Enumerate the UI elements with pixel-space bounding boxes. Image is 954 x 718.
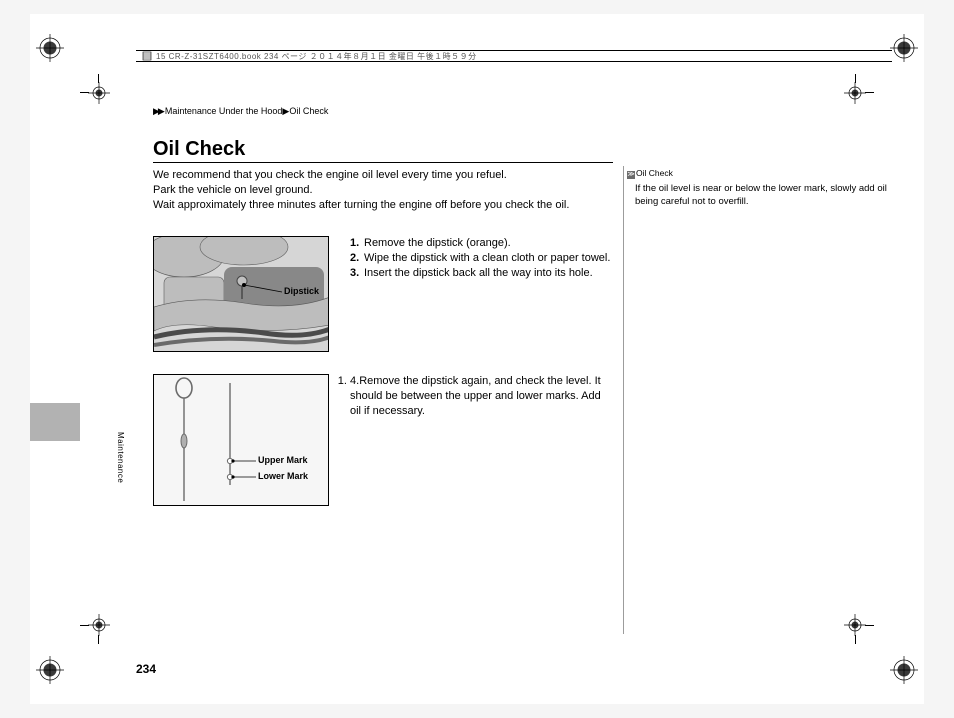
crop-line [865,92,874,93]
document-page: 15 CR-Z-31SZT6400.book 234 ページ ２０１４年８月１日… [30,14,924,704]
section-label-vertical: Maintenance [116,432,125,483]
breadcrumb-sep-icon: ▶ [282,106,287,116]
header-meta-bar: 15 CR-Z-31SZT6400.book 234 ページ ２０１４年８月１日… [136,50,892,62]
step-text: Insert the dipstick back all the way int… [364,267,593,279]
figure-label-dipstick: Dipstick [284,286,319,296]
crop-line [855,635,856,644]
book-icon [142,51,152,61]
figure-engine-bay: Dipstick [153,236,329,352]
title-rule [153,162,613,163]
figure-label-upper-mark: Upper Mark [258,455,308,465]
intro-line-3: Wait approximately three minutes after t… [153,198,613,213]
sidebar-title: ≫Oil Check [627,168,673,179]
step-list-b: 4.Remove the dipstick again, and check t… [350,374,612,419]
step-number: 4. [350,375,359,387]
sidebar-rule [623,166,624,634]
page-number: 234 [136,662,156,676]
step-number: 2. [350,251,359,266]
crop-line [865,625,874,626]
step-list-a: 1. Remove the dipstick (orange). 2. Wipe t… [350,236,612,281]
breadcrumb: ▶▶Maintenance Under the Hood▶Oil Check [153,106,328,117]
breadcrumb-path-1: Maintenance Under the Hood [165,106,283,116]
figure-label-lower-mark: Lower Mark [258,471,308,481]
crop-mark-bl [88,614,110,636]
header-meta-text: 15 CR-Z-31SZT6400.book 234 ページ ２０１４年８月１日… [156,51,477,62]
step-text: Wipe the dipstick with a clean cloth or … [364,252,610,264]
reg-mark-bl [36,656,64,684]
breadcrumb-arrow-icon: ▶▶ [153,106,163,116]
step-text: Remove the dipstick (orange). [364,237,511,249]
step-3: 3. Insert the dipstick back all the way i… [350,266,612,281]
sidebar-chip-icon: ≫ [627,171,635,179]
step-text: Remove the dipstick again, and check the… [350,375,601,417]
intro-line-1: We recommend that you check the engine o… [153,168,613,183]
step-number: 1. [350,236,359,251]
reg-mark-tr [890,34,918,62]
reg-mark-br [890,656,918,684]
page-title: Oil Check [153,138,245,161]
crop-line [98,74,99,83]
crop-mark-tr [844,82,866,104]
crop-line [80,92,89,93]
intro-line-2: Park the vehicle on level ground. [153,183,613,198]
figure-dipstick-marks: Upper Mark Lower Mark [153,374,329,506]
step-2: 2. Wipe the dipstick with a clean cloth o… [350,251,612,266]
crop-line [855,74,856,83]
crop-mark-tl [88,82,110,104]
intro-paragraph: We recommend that you check the engine o… [153,168,613,213]
breadcrumb-path-2: Oil Check [289,106,328,116]
crop-line [80,625,89,626]
step-1: 1. Remove the dipstick (orange). [350,236,612,251]
crop-mark-br [844,614,866,636]
page-edge-tab [30,403,80,441]
step-4: 4.Remove the dipstick again, and check t… [350,374,612,419]
sidebar-text: If the oil level is near or below the lo… [635,182,889,208]
step-number: 3. [350,266,359,281]
sidebar-title-text: Oil Check [636,168,673,178]
crop-line [98,635,99,644]
reg-mark-tl [36,34,64,62]
